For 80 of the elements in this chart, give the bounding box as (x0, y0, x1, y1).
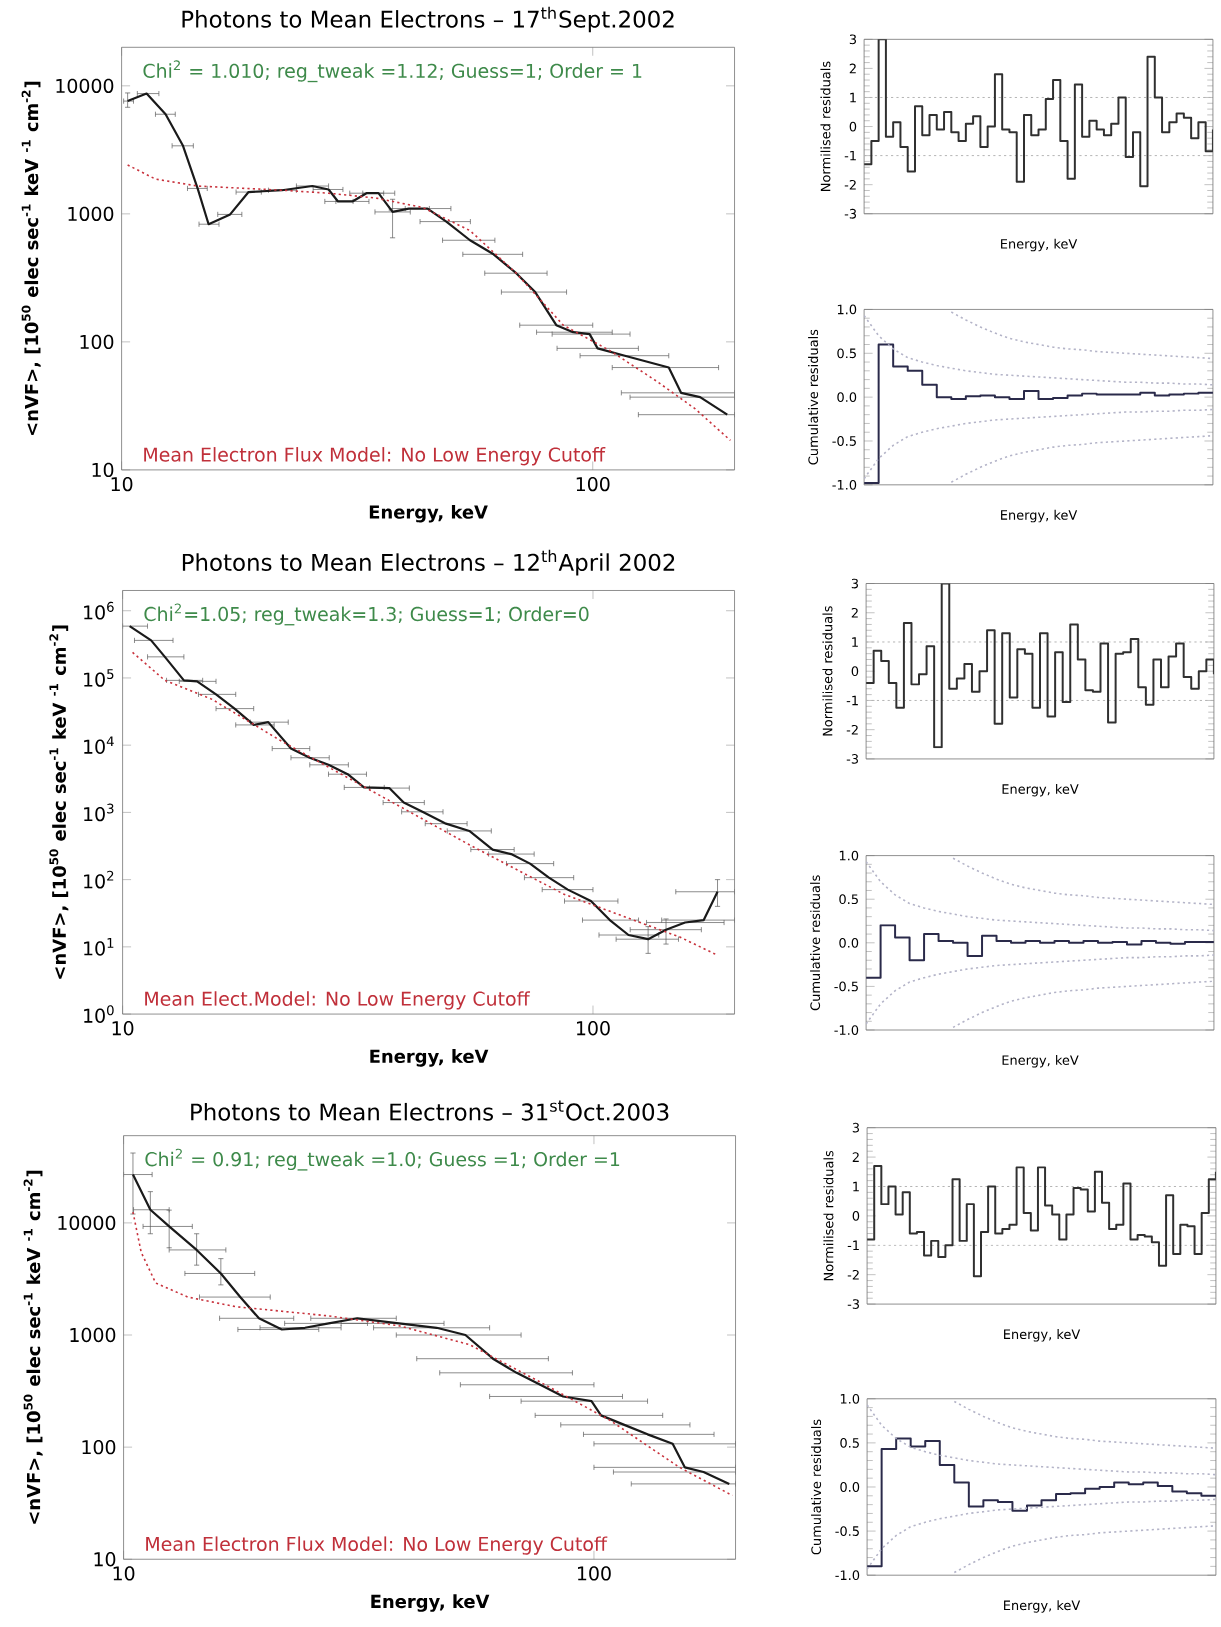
y-tick-label: -2 (847, 1269, 859, 1280)
y-tick-label: 10$^{2}$ (84, 870, 114, 889)
line-series (952, 857, 1214, 906)
y-tick-label: 10$^{3}$ (84, 803, 114, 822)
y-tick-label: 3 (852, 1122, 860, 1133)
y-tick-label: 0 (851, 666, 859, 677)
y-tick-label: -3 (847, 1299, 860, 1309)
annotation: Chi$^{2}$ = 1.010; reg_tweak =1.12; Guess=1; Order = 1 (143, 60, 642, 83)
y-tick-label: -1 (847, 1240, 859, 1251)
y-tick-label: 10$^{1}$ (84, 938, 114, 956)
y-tick-label: 1 (853, 1181, 859, 1192)
y-tick-label: 10$^{4}$ (84, 736, 114, 754)
y-tick-label: 0.5 (839, 894, 858, 905)
chart-title: Photons to Mean Electrons – 17$^{th}$Sept.2002 (182, 6, 674, 33)
x-axis-title: Energy, keV (1001, 509, 1078, 523)
y-tick-label: -3 (844, 208, 857, 219)
annotation: Mean Electron Flux Model: No Low Energy Cutoff (144, 447, 606, 466)
y-tick-label: 10$^{6}$ (84, 601, 114, 620)
y-tick-label: -1.0 (835, 1570, 860, 1581)
annotation: Mean Elect.Model: No Low Energy Cutoff (145, 991, 531, 1010)
y-tick-label: 10000 (56, 78, 114, 94)
x-axis-title: Energy, keV (1002, 1054, 1079, 1068)
y-tick-label: 100 (82, 1439, 116, 1455)
chart-title: Photons to Mean Electrons – 12$^{th}$April 2002 (182, 549, 675, 576)
text: <nVF>, [10$^{50}$ elec sec$^{-1}$ keV $^{-1}$ cm$^{-2}$] (49, 625, 69, 979)
y-tick-label: 0 (852, 1211, 860, 1221)
y-tick-label: 0.5 (837, 348, 856, 359)
x-axis-title: Energy, keV (1004, 1329, 1081, 1342)
y-tick-label: -1.0 (832, 479, 857, 490)
y-tick-label: -0.5 (835, 1526, 859, 1536)
y-axis-title: Cumulative residuals (810, 875, 821, 1011)
text: <nVF>, [10$^{50}$ elec sec$^{-1}$ keV $^{-1}$ cm$^{-2}$] (21, 81, 41, 435)
y-tick-label: -0.5 (834, 981, 858, 992)
x-axis-title: Energy, keV (1001, 238, 1078, 252)
y-tick-label: 3 (851, 578, 859, 589)
y-tick-label: 1000 (68, 206, 114, 222)
y-tick-label: 1.0 (839, 850, 859, 861)
line-series (866, 954, 1214, 1025)
y-tick-label: 1.0 (837, 304, 857, 315)
annotation: Mean Electron Flux Model: No Low Energy Cutoff (146, 1536, 608, 1555)
y-tick-label: -3 (846, 754, 859, 764)
y-tick-label: 10000 (58, 1215, 116, 1231)
y-tick-label: -0.5 (832, 436, 856, 446)
text: <nVF>, [10$^{50}$ elec sec$^{-1}$ keV $^{-1}$ cm$^{-2}$] (23, 1170, 43, 1524)
y-axis-title: Normilised residuals (822, 606, 833, 736)
y-tick-label: 1 (850, 92, 856, 103)
y-tick-label: 1.0 (840, 1393, 860, 1404)
x-axis-title: Energy, keV (371, 1594, 490, 1612)
annotation: Chi$^{2}$=1.05; reg_tweak=1.3; Guess=1; Order=0 (144, 603, 589, 626)
y-axis-title: Cumulative residuals (808, 329, 819, 465)
y-tick-label: 10$^{5}$ (84, 669, 114, 687)
y-tick-label: 10 (92, 462, 114, 478)
y-tick-label: 0.0 (840, 1482, 860, 1492)
chart-title: Photons to Mean Electrons – 31$^{st}$Oct.2003 (191, 1100, 669, 1121)
y-tick-label: 1 (852, 637, 858, 647)
x-axis-title: Energy, keV (1002, 783, 1079, 797)
y-axis-title: Normilised residuals (820, 61, 831, 191)
y-tick-label: 0.0 (839, 937, 859, 948)
y-tick-label: 0.0 (837, 392, 857, 403)
y-tick-label: -2 (844, 179, 856, 190)
annotation: Chi$^{2}$ = 0.91; reg_tweak =1.0; Guess =1; Order =1 (145, 1148, 620, 1171)
y-tick-label: 10 (94, 1552, 116, 1567)
y-tick-label: 1000 (70, 1327, 116, 1343)
y-tick-label: -2 (846, 724, 858, 735)
y-tick-label: 2 (852, 1152, 859, 1162)
y-tick-label: 2 (851, 607, 858, 618)
y-tick-label: 100 (80, 334, 114, 350)
y-tick-label: -1 (844, 150, 856, 161)
x-axis-title: Energy, keV (370, 1049, 489, 1067)
y-tick-label: -1 (846, 695, 858, 706)
y-tick-label: 2 (849, 63, 856, 74)
y-tick-label: 0.5 (840, 1438, 859, 1448)
x-axis-title: Energy, keV (369, 504, 488, 523)
y-axis-title: Cumulative residuals (811, 1419, 822, 1555)
y-tick-label: 3 (849, 34, 857, 45)
line-series (952, 980, 1214, 1029)
x-axis-title: Energy, keV (1004, 1600, 1081, 1613)
y-tick-label: -1.0 (834, 1025, 859, 1035)
y-tick-label: 0 (849, 121, 857, 132)
y-axis-title: Normilised residuals (823, 1150, 834, 1281)
